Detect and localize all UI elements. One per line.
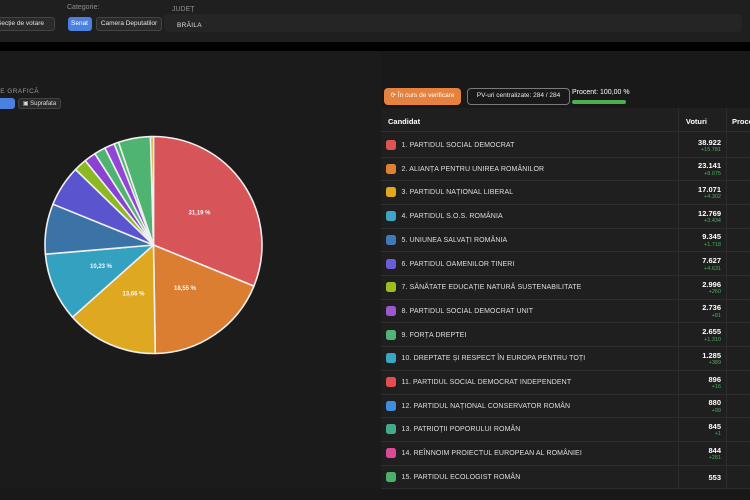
svg-text:10,23 %: 10,23 %	[90, 264, 113, 270]
svg-text:13,66 %: 13,66 %	[122, 292, 145, 298]
svg-text:18,55 %: 18,55 %	[174, 286, 197, 292]
svg-text:31,19 %: 31,19 %	[188, 211, 211, 217]
